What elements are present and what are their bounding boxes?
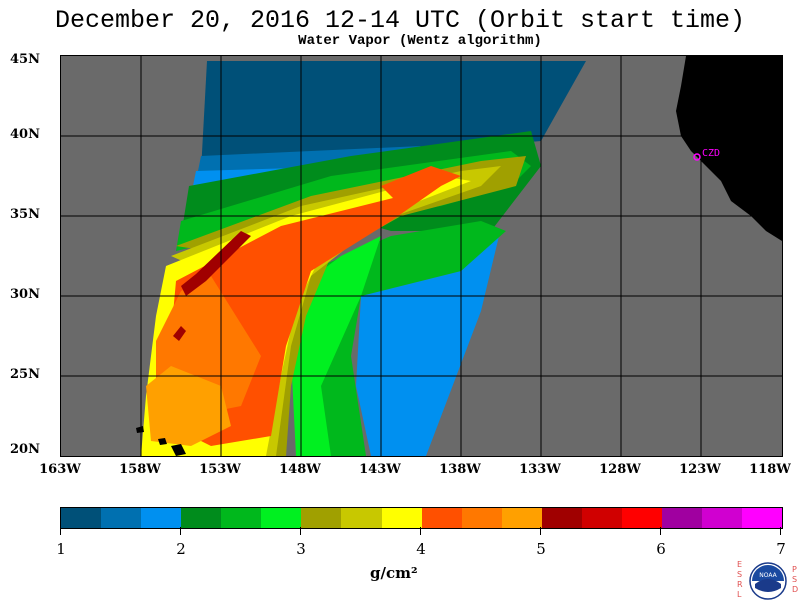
colorbar-unit: g/cm² (370, 564, 418, 582)
swath-se-blue (356, 236, 499, 456)
lon-label-138w: 138W (439, 462, 481, 477)
swath-dark-red-spot (173, 326, 186, 341)
colorbar-swatch-14 (621, 508, 662, 528)
lat-label-25n: 25N (10, 367, 40, 382)
colorbar-swatch-9 (421, 508, 462, 528)
land-hawaii-2 (158, 438, 167, 445)
colorbar-label-1: 1 (56, 540, 66, 558)
colorbar-label-7: 7 (776, 540, 786, 558)
lat-label-45n: 45N (10, 52, 40, 67)
swath-red-strip (381, 166, 461, 206)
colorbar (60, 507, 783, 529)
swath-orange-yellow (146, 366, 231, 446)
noaa-emblem-icon: NOAA (749, 562, 787, 600)
colorbar-label-5: 5 (536, 540, 546, 558)
land-hawaii (136, 426, 144, 433)
colorbar-swatch-16 (702, 508, 743, 528)
city-marker-icon (693, 153, 701, 161)
lon-label-158w: 158W (119, 462, 161, 477)
lon-label-118w: 118W (749, 462, 791, 477)
water-vapor-map: CZD (60, 55, 783, 457)
colorbar-swatch-7 (341, 508, 382, 528)
swath-dark-red-streak (181, 231, 251, 296)
colorbar-swatch-2 (141, 508, 182, 528)
colorbar-swatch-5 (261, 508, 302, 528)
lat-label-40n: 40N (10, 127, 40, 142)
logo-letter: S (792, 575, 798, 584)
colorbar-tick (180, 527, 181, 535)
colorbar-label-6: 6 (656, 540, 666, 558)
colorbar-swatch-10 (461, 508, 502, 528)
map-title: December 20, 2016 12-14 UTC (Orbit start… (54, 6, 746, 35)
colorbar-swatch-6 (301, 508, 342, 528)
lon-label-153w: 153W (199, 462, 241, 477)
logo-letter: P (792, 565, 797, 574)
colorbar-tick (660, 527, 661, 535)
lat-label-35n: 35N (10, 207, 40, 222)
colorbar-swatch-13 (581, 508, 622, 528)
colorbar-tick (300, 527, 301, 535)
lon-label-123w: 123W (679, 462, 721, 477)
colorbar-tick (540, 527, 541, 535)
lon-label-133w: 133W (519, 462, 561, 477)
map-subtitle: Water Vapor (Wentz algorithm) (298, 33, 542, 49)
graticule (61, 56, 782, 456)
colorbar-swatch-3 (181, 508, 222, 528)
logo-letter: S (737, 570, 743, 579)
city-label: CZD (702, 148, 720, 159)
colorbar-tick (60, 527, 61, 535)
land-hawaii-3 (171, 444, 186, 456)
lon-label-128w: 128W (599, 462, 641, 477)
colorbar-swatch-12 (541, 508, 582, 528)
logo-center-text: NOAA (759, 572, 777, 579)
colorbar-swatch-8 (381, 508, 422, 528)
logo-letter: R (737, 580, 743, 589)
colorbar-tick (780, 527, 781, 535)
lon-label-143w: 143W (359, 462, 401, 477)
logo-letter: L (737, 590, 742, 599)
logo-letter: D (792, 585, 799, 594)
colorbar-swatch-11 (501, 508, 542, 528)
colorbar-swatch-15 (661, 508, 702, 528)
map-svg: CZD (61, 56, 782, 456)
colorbar-swatch-4 (221, 508, 262, 528)
noaa-logo: E S R L NOAA P S D (735, 560, 800, 600)
lon-label-148w: 148W (279, 462, 321, 477)
colorbar-label-4: 4 (416, 540, 426, 558)
lat-label-30n: 30N (10, 287, 40, 302)
colorbar-label-3: 3 (296, 540, 306, 558)
colorbar-swatch-17 (742, 508, 783, 528)
logo-letter: E (737, 560, 743, 569)
land-north-america (676, 56, 782, 241)
colorbar-tick (420, 527, 421, 535)
colorbar-label-2: 2 (176, 540, 186, 558)
lon-label-163w: 163W (39, 462, 81, 477)
colorbar-swatch-1 (101, 508, 142, 528)
lat-label-20n: 20N (10, 442, 40, 457)
colorbar-swatch-0 (61, 508, 102, 528)
